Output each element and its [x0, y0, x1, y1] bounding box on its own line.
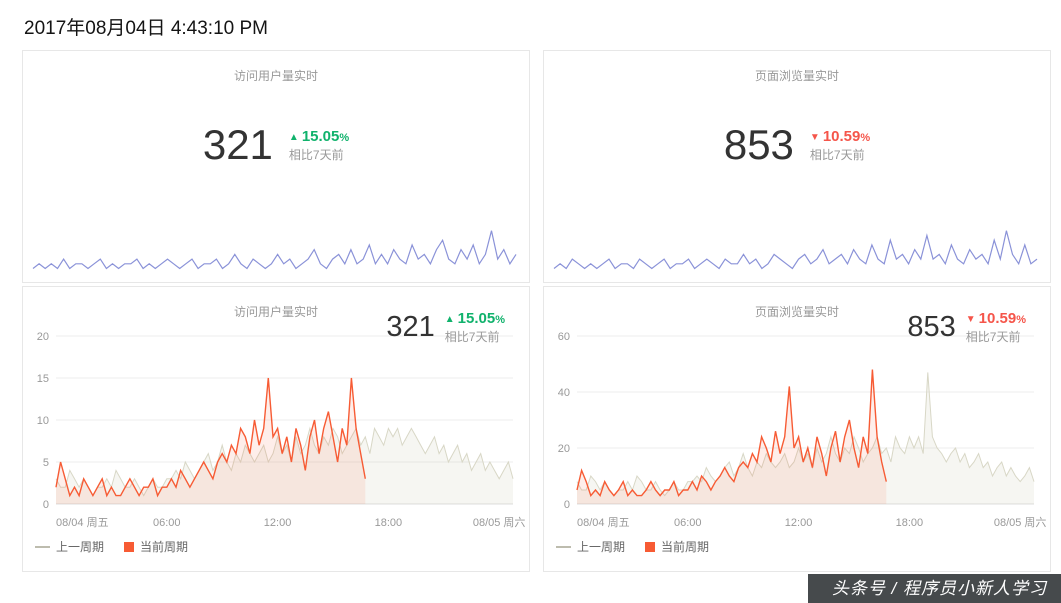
- kpi-value: 853: [907, 310, 956, 343]
- previous-period-line-icon: [35, 545, 50, 548]
- legend-label: 当前周期: [661, 540, 710, 554]
- kpi-visitors: 321 ▲ 15.05% 相比7天前: [23, 70, 529, 220]
- previous-period-line-icon: [556, 545, 571, 548]
- panel-title: 访问用户量实时: [233, 305, 318, 319]
- compare-label: 相比7天前: [444, 330, 500, 345]
- delta-indicator: ▼ 10.59%: [810, 127, 870, 147]
- delta-up-icon: ▲: [444, 314, 455, 325]
- pageviews-sparkline-chart: [553, 230, 1038, 270]
- svg-text:06:00: 06:00: [674, 517, 702, 529]
- legend-previous-period: 上一周期: [35, 538, 104, 555]
- panel-title: 页面浏览量实时: [754, 305, 839, 319]
- watermark-banner: 头条号 / 程序员小新人学习: [807, 574, 1061, 603]
- delta-value: 15.05: [301, 127, 340, 145]
- svg-text:08/04 周五: 08/04 周五: [56, 516, 109, 529]
- kpi-visitors-corner: 321 ▲ 15.05% 相比7天前: [386, 309, 505, 345]
- kpi-delta-block: ▼ 10.59% 相比7天前: [966, 309, 1026, 345]
- dashboard-grid: 访问用户量实时 321 ▲ 15.05% 相比7天前 页面浏览量实时 853 ▼ 1…: [0, 50, 1061, 572]
- legend-label: 上一周期: [56, 540, 105, 554]
- legend-label: 当前周期: [140, 540, 189, 554]
- svg-text:08/05 周六: 08/05 周六: [472, 516, 525, 529]
- delta-up-icon: ▲: [288, 131, 299, 143]
- svg-text:08/04 周五: 08/04 周五: [577, 516, 630, 529]
- delta-unit: %: [339, 131, 350, 144]
- svg-text:20: 20: [36, 331, 48, 343]
- kpi-pageviews-corner: 853 ▼ 10.59% 相比7天前: [907, 309, 1026, 345]
- delta-indicator: ▲ 15.05%: [445, 309, 505, 329]
- svg-text:12:00: 12:00: [263, 517, 291, 529]
- svg-text:18:00: 18:00: [895, 517, 923, 529]
- svg-text:5: 5: [42, 457, 48, 469]
- compare-label: 相比7天前: [809, 148, 865, 163]
- kpi-pageviews: 853 ▼ 10.59% 相比7天前: [544, 70, 1050, 220]
- compare-label: 相比7天前: [288, 148, 344, 163]
- delta-indicator: ▼ 10.59%: [966, 309, 1026, 329]
- visitors-trend-chart: 0 5 10 15 20 08/04 周五 06:00 12:00 18:00 08/05 周六: [36, 331, 525, 529]
- svg-text:15: 15: [36, 373, 48, 385]
- delta-down-icon: ▼: [965, 314, 976, 325]
- legend-previous-period: 上一周期: [556, 538, 625, 555]
- delta-indicator: ▲ 15.05%: [289, 127, 349, 147]
- kpi-value: 321: [386, 310, 435, 343]
- panel-pageviews-realtime: 页面浏览量实时 853 ▼ 10.59% 相比7天前: [543, 50, 1051, 283]
- svg-text:0: 0: [42, 499, 48, 511]
- svg-text:08/05 周六: 08/05 周六: [993, 516, 1046, 529]
- pageviews-trend-chart: 0 20 40 60 08/04 周五 06:00 12:00 18:00 08/05 周六: [557, 331, 1046, 529]
- kpi-value: 321: [202, 121, 273, 168]
- chart-legend: 上一周期 当前周期: [23, 534, 529, 555]
- panel-visitors-trend: 访问用户量实时 321 ▲ 15.05% 相比7天前 0 5 10 15 20 08/04 …: [22, 286, 530, 572]
- delta-value: 15.05: [457, 310, 496, 327]
- kpi-delta-block: ▲ 15.05% 相比7天前: [445, 309, 505, 345]
- svg-text:12:00: 12:00: [784, 517, 812, 529]
- svg-text:18:00: 18:00: [374, 517, 402, 529]
- panel-title: 页面浏览量实时: [754, 69, 839, 83]
- current-period-swatch-icon: [124, 541, 135, 552]
- visitors-sparkline-chart: [32, 230, 517, 270]
- panel-pageviews-trend: 页面浏览量实时 853 ▼ 10.59% 相比7天前 0 20 40 60 08/04 周…: [543, 286, 1051, 572]
- svg-text:0: 0: [563, 499, 569, 511]
- compare-label: 相比7天前: [965, 330, 1021, 345]
- delta-value: 10.59: [822, 127, 861, 145]
- svg-text:10: 10: [36, 415, 48, 427]
- delta-unit: %: [860, 131, 871, 144]
- svg-text:20: 20: [557, 443, 569, 455]
- kpi-delta-block: ▲ 15.05% 相比7天前: [289, 127, 349, 163]
- legend-current-period: 当前周期: [124, 538, 188, 555]
- legend-current-period: 当前周期: [645, 538, 709, 555]
- datetime-heading: 2017年08月04日 4:43:10 PM: [24, 18, 268, 39]
- kpi-value: 853: [723, 121, 794, 168]
- delta-unit: %: [1016, 314, 1026, 326]
- delta-value: 10.59: [978, 310, 1017, 327]
- kpi-delta-block: ▼ 10.59% 相比7天前: [810, 127, 870, 163]
- svg-text:40: 40: [557, 387, 569, 399]
- current-period-swatch-icon: [645, 541, 656, 552]
- legend-label: 上一周期: [577, 540, 626, 554]
- delta-unit: %: [495, 314, 505, 326]
- delta-down-icon: ▼: [809, 131, 820, 143]
- svg-text:60: 60: [557, 331, 569, 343]
- panel-title: 访问用户量实时: [233, 69, 318, 83]
- chart-legend: 上一周期 当前周期: [544, 534, 1050, 555]
- panel-visitors-realtime: 访问用户量实时 321 ▲ 15.05% 相比7天前: [22, 50, 530, 283]
- svg-text:06:00: 06:00: [153, 517, 181, 529]
